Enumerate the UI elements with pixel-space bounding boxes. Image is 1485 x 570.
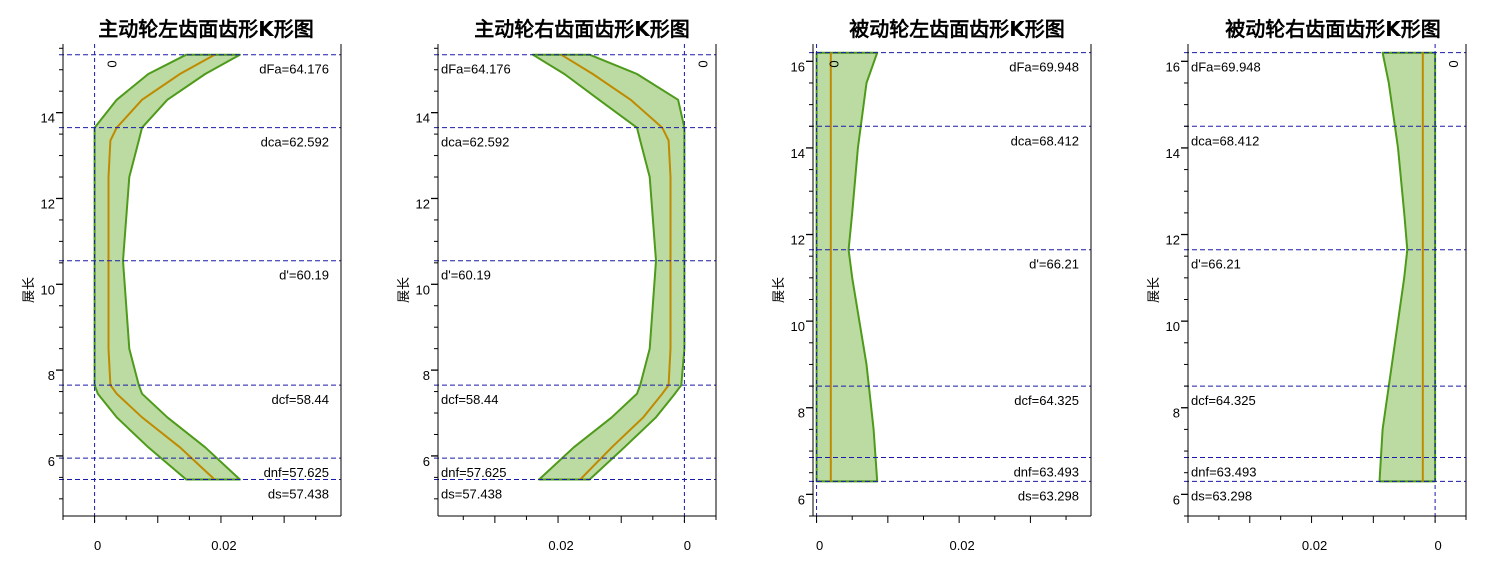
reference-line-label: dnf=57.625 <box>264 465 329 480</box>
zero-marker-label: 0 <box>1446 60 1461 67</box>
reference-line-label: d'=66.21 <box>1191 257 1241 272</box>
y-tick-label: 12 <box>416 196 430 211</box>
y-tick-label: 6 <box>423 454 430 469</box>
y-tick-label: 8 <box>48 368 55 383</box>
x-tick-label: 0 <box>94 538 101 553</box>
reference-line-label: dFa=64.176 <box>259 62 329 77</box>
tolerance-band <box>1378 51 1437 483</box>
reference-line-label: d'=66.21 <box>1029 257 1079 272</box>
y-tick-label: 10 <box>41 282 55 297</box>
reference-line-label: dFa=69.948 <box>1191 60 1261 75</box>
y-tick-label: 10 <box>791 319 805 334</box>
chart-panel-4: 被动轮右齿面齿形K形图 dFa=69.948 dca=68.412 d'=66.21 d… <box>1147 17 1467 553</box>
chart-title: 被动轮右齿面齿形K形图 <box>1225 17 1441 41</box>
y-tick-label: 14 <box>41 111 55 126</box>
x-tick-label: 0.02 <box>949 538 974 553</box>
reference-line-label: ds=63.298 <box>1018 488 1079 503</box>
y-tick-label: 8 <box>798 406 805 421</box>
y-tick-label: 10 <box>1166 319 1180 334</box>
reference-line-label: dcf=64.325 <box>1014 393 1079 408</box>
chart-panel-2: 主动轮右齿面齿形K形图 dFa=64.176 dca=62.592 d'=60.19 d… <box>397 17 717 553</box>
chart-panel-3: 被动轮左齿面齿形K形图 dFa=69.948 dca=68.412 d'=66.21 d… <box>772 17 1092 553</box>
y-axis-label: 展长 <box>1147 277 1162 303</box>
reference-line-label: dnf=57.625 <box>441 465 506 480</box>
reference-line-label: dcf=64.325 <box>1191 393 1256 408</box>
y-axis-label: 展长 <box>22 277 37 303</box>
reference-line-label: ds=57.438 <box>441 487 502 502</box>
reference-line-label: dFa=64.176 <box>441 62 511 77</box>
chart-panel-1: 主动轮左齿面齿形K形图 dFa=64.176 dca=62.592 d'=60.19 d… <box>22 17 342 553</box>
reference-line-label: dca=62.592 <box>261 135 329 150</box>
y-tick-label: 6 <box>1173 492 1180 507</box>
reference-line-label: dnf=63.493 <box>1014 465 1079 480</box>
tolerance-band <box>815 51 879 483</box>
x-tick-label: 0.02 <box>211 538 236 553</box>
reference-line-label: dFa=69.948 <box>1009 60 1079 75</box>
y-tick-label: 14 <box>1166 146 1180 161</box>
reference-line-label: dca=68.412 <box>1191 133 1259 148</box>
chart-title: 主动轮左齿面齿形K形图 <box>98 17 314 41</box>
reference-line-label: d'=60.19 <box>441 268 491 283</box>
y-axis-label: 展长 <box>772 277 787 303</box>
reference-line-label: ds=57.438 <box>268 487 329 502</box>
y-tick-label: 8 <box>1173 406 1180 421</box>
x-tick-label: 0.02 <box>548 538 573 553</box>
tolerance-band <box>93 53 241 481</box>
tolerance-band <box>531 53 686 481</box>
chart-title: 主动轮右齿面齿形K形图 <box>474 17 690 41</box>
x-tick-label: 0.02 <box>1302 538 1327 553</box>
zero-marker-label: 0 <box>695 60 710 67</box>
x-tick-label: 0 <box>1434 538 1441 553</box>
reference-line-label: dcf=58.44 <box>441 392 498 407</box>
y-tick-label: 6 <box>48 454 55 469</box>
y-tick-label: 16 <box>1166 59 1180 74</box>
y-tick-label: 16 <box>791 59 805 74</box>
reference-line-label: dcf=58.44 <box>272 392 329 407</box>
y-tick-label: 6 <box>798 492 805 507</box>
y-tick-label: 12 <box>791 233 805 248</box>
zero-marker-label: 0 <box>105 60 120 67</box>
zero-marker-label: 0 <box>827 60 842 67</box>
y-tick-label: 14 <box>791 146 805 161</box>
y-tick-label: 12 <box>41 196 55 211</box>
reference-line-label: dca=62.592 <box>441 135 509 150</box>
y-tick-label: 8 <box>423 368 430 383</box>
y-tick-label: 12 <box>1166 233 1180 248</box>
chart-title: 被动轮左齿面齿形K形图 <box>849 17 1065 41</box>
y-tick-label: 10 <box>416 282 430 297</box>
y-tick-label: 14 <box>416 111 430 126</box>
y-axis-label: 展长 <box>397 277 412 303</box>
reference-line-label: d'=60.19 <box>279 268 329 283</box>
reference-line-label: ds=63.298 <box>1191 488 1252 503</box>
reference-line-label: dnf=63.493 <box>1191 465 1256 480</box>
reference-line-label: dca=68.412 <box>1011 133 1079 148</box>
x-tick-label: 0 <box>684 538 691 553</box>
x-tick-label: 0 <box>816 538 823 553</box>
